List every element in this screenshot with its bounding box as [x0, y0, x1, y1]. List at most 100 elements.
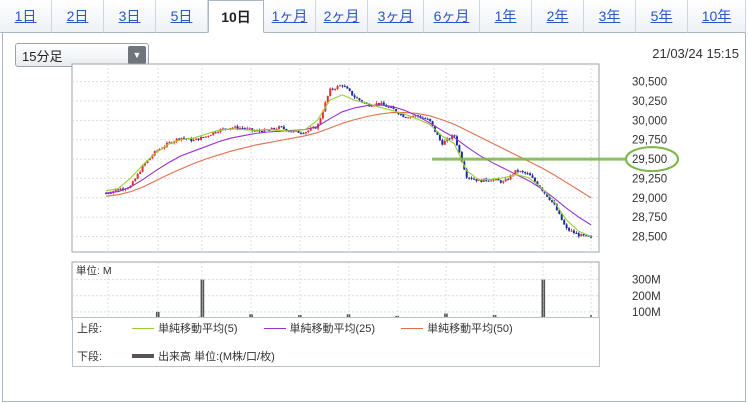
volume-bar [155, 311, 158, 320]
candle-body [455, 136, 458, 146]
candle-body [105, 193, 107, 195]
candle-body [307, 130, 310, 133]
y-tick-label: 29,750 [632, 135, 667, 147]
candle-body [358, 98, 361, 101]
candle-body [243, 128, 246, 130]
tab-4[interactable]: 5日 [156, 0, 208, 33]
tab-11[interactable]: 2年 [532, 0, 584, 33]
candle-body [426, 118, 429, 120]
y-tick-label: 29,250 [632, 173, 667, 185]
candle-body [536, 181, 539, 186]
candle-body [343, 85, 346, 87]
candle-body [399, 114, 402, 116]
candle-body [387, 106, 390, 108]
candle-body [221, 128, 224, 130]
candle-body [236, 126, 239, 129]
candle-body [329, 88, 332, 96]
tab-3[interactable]: 3日 [104, 0, 156, 33]
candle-body [182, 137, 185, 139]
candle-body [141, 165, 144, 172]
candle-body [531, 175, 534, 178]
candle-body [122, 188, 125, 190]
candle-body [348, 88, 351, 91]
candle-body [475, 179, 478, 181]
chevron-down-icon[interactable]: ▼ [128, 46, 146, 64]
volume-tick-label: 200M [632, 291, 661, 303]
y-tick-label: 30,500 [632, 77, 667, 89]
candle-body [239, 127, 242, 129]
candle-body [587, 235, 590, 237]
tab-9[interactable]: 6ヶ月 [424, 0, 480, 33]
candle-body [546, 193, 549, 197]
candle-body [563, 220, 566, 225]
candle-body [209, 135, 212, 137]
volume-bar [202, 279, 205, 320]
candle-body [270, 127, 273, 130]
interval-select-value: 15分足 [22, 48, 63, 64]
candle-body [204, 136, 207, 138]
candle-body [134, 178, 137, 182]
candle-body [572, 230, 575, 233]
legend-ma25-label: 単純移動平均(25) [289, 323, 376, 335]
chart-legend: 上段: 単純移動平均(5) 単純移動平均(25) 単純移動平均(50) 下段: … [72, 317, 600, 367]
volume-bar [157, 311, 160, 320]
candle-body [480, 179, 483, 182]
candle-body [331, 88, 334, 90]
candle-body [570, 230, 573, 232]
candle-body [558, 210, 561, 214]
candle-body [360, 100, 363, 103]
candle-body [275, 129, 278, 131]
candle-body [253, 130, 256, 132]
candle-body [292, 131, 295, 133]
legend-volume: 出来高 単位:(M株/口/枚) [126, 348, 275, 364]
tab-8[interactable]: 3ヶ月 [368, 0, 424, 33]
legend-ma5: 単純移動平均(5) [126, 320, 238, 336]
candle-body [192, 139, 195, 142]
candle-body [207, 136, 210, 138]
candle-body [434, 125, 437, 132]
tab-6[interactable]: 1ヶ月 [264, 0, 316, 33]
candle-body [241, 127, 244, 129]
y-tick-label: 30,000 [632, 115, 667, 127]
candle-body [168, 142, 171, 144]
tab-5[interactable]: 10日 [208, 0, 264, 33]
candle-body [438, 134, 441, 141]
volume-tick-label: 300M [632, 275, 661, 287]
candle-body [200, 136, 203, 141]
candle-body [338, 85, 341, 87]
candle-body [114, 189, 117, 192]
ma5-line [105, 94, 592, 238]
candle-body [473, 178, 476, 180]
candle-body [575, 232, 578, 234]
candle-body [246, 128, 249, 130]
candle-body [551, 200, 554, 202]
candle-body [280, 126, 283, 128]
candle-body [494, 178, 497, 180]
volume-bar [446, 313, 448, 320]
volume-bar [543, 279, 546, 320]
legend-ma50-swatch [401, 327, 424, 329]
candle-body [285, 128, 288, 131]
candle-body [117, 189, 120, 191]
candle-body [380, 102, 383, 105]
y-tick-label: 28,500 [632, 232, 667, 244]
candle-body [297, 130, 300, 133]
tab-12[interactable]: 3年 [584, 0, 636, 33]
tab-14[interactable]: 10年 [688, 0, 746, 33]
tab-10[interactable]: 1年 [480, 0, 532, 33]
tab-13[interactable]: 5年 [636, 0, 688, 33]
candle-body [353, 95, 356, 98]
tab-7[interactable]: 2ヶ月 [316, 0, 368, 33]
candle-body [392, 106, 395, 110]
candle-body [248, 128, 251, 130]
candle-body [436, 131, 439, 135]
chart-timestamp: 21/03/24 15:15 [652, 46, 739, 61]
candle-body [260, 131, 263, 133]
candle-body [258, 130, 261, 132]
candle-body [577, 233, 580, 237]
candle-body [341, 85, 344, 87]
stock-chart: 9:003/119:003/129:003/159:003/169:003/17… [71, 63, 679, 320]
candle-body [443, 140, 446, 145]
tab-1[interactable]: 1日 [0, 0, 52, 33]
tab-2[interactable]: 2日 [52, 0, 104, 33]
